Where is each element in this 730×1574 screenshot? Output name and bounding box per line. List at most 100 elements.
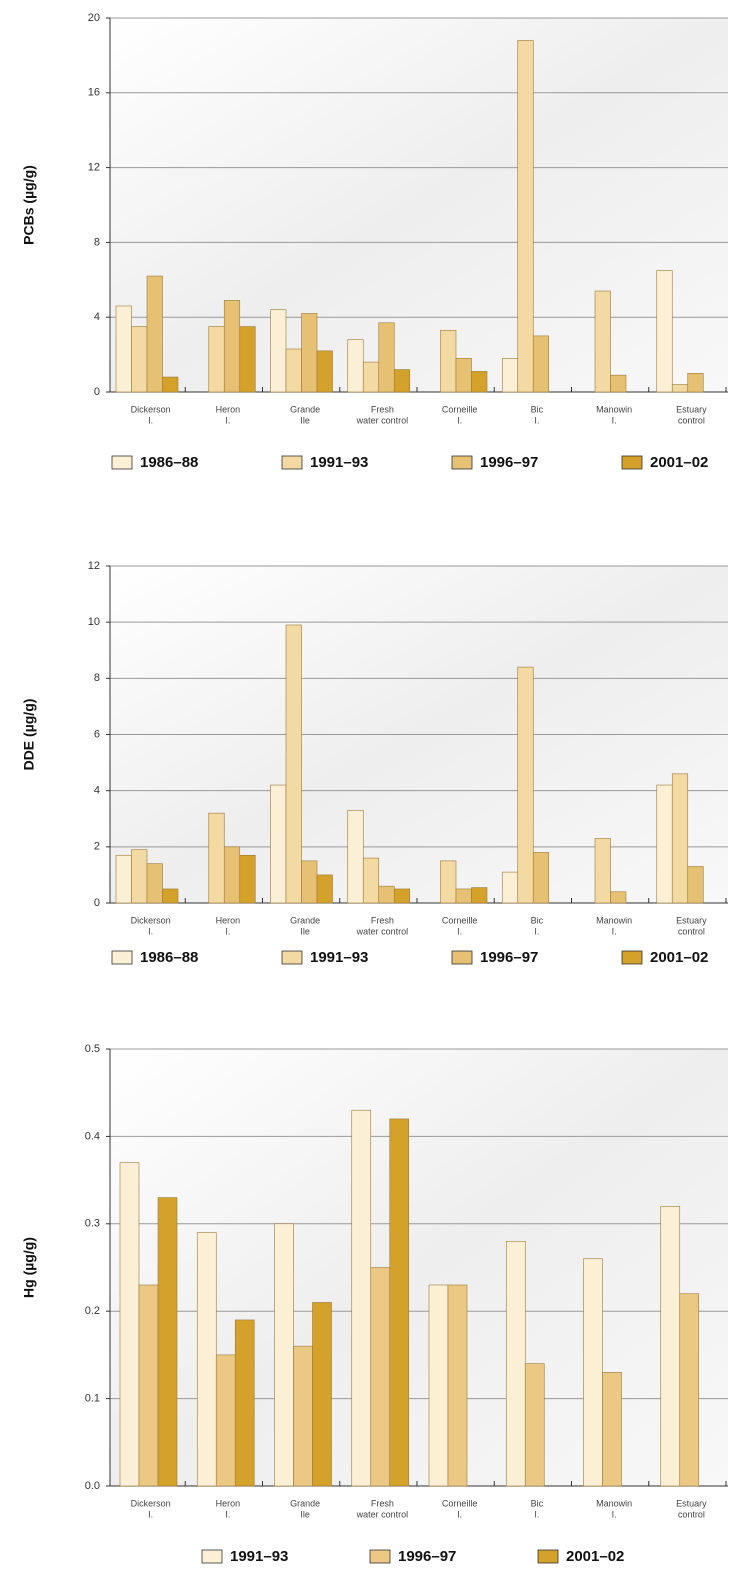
legend-label: 2001–02 [650,454,708,471]
bar [441,330,457,392]
bar [584,1259,603,1486]
x-tick-label: I. [457,926,462,936]
x-tick-label: I. [534,415,539,425]
x-tick-label: Bic [531,404,544,414]
legend-label: 1991–93 [310,454,368,471]
bar [271,310,287,392]
bar [302,861,318,903]
y-tick-label: 0.3 [85,1218,100,1230]
bar [657,785,673,903]
plot-background [110,18,728,392]
x-tick-label: Estuary [676,404,707,414]
y-tick-label: 4 [94,785,100,797]
bar [661,1206,680,1486]
x-tick-label: Corneille [442,915,478,925]
x-tick-label: I. [148,1509,153,1519]
legend-swatch [370,1550,390,1563]
bar [394,370,410,392]
x-tick-label: I. [225,415,230,425]
y-tick-label: 0.5 [85,1043,100,1055]
x-tick-label: Manowin [596,404,632,414]
bar [352,1110,371,1486]
x-tick-label: water control [356,415,409,425]
bar [235,1320,254,1486]
legend-swatch [282,951,302,964]
bar [275,1224,294,1486]
x-tick-label: water control [356,1509,409,1519]
bar [371,1268,390,1487]
x-tick-label: I. [457,1509,462,1519]
y-tick-label: 8 [94,672,100,684]
bar [139,1285,158,1486]
x-tick-label: I. [534,1509,539,1519]
bar [286,625,302,903]
bar [394,889,410,903]
x-tick-label: Dickerson [131,404,171,414]
legend-label: 2001–02 [566,1548,624,1565]
x-tick-label: I. [225,1509,230,1519]
x-tick-label: Heron [216,404,241,414]
bar [688,866,704,903]
x-tick-label: Ile [300,415,310,425]
bar [611,892,627,903]
x-tick-label: Corneille [442,404,478,414]
bar [224,847,240,903]
bar [611,375,627,392]
bar [132,327,148,392]
x-tick-label: Fresh [371,1498,394,1508]
bar [456,358,472,392]
x-tick-label: control [678,1509,705,1519]
bar [120,1163,139,1486]
y-tick-label: 0 [94,386,100,398]
x-tick-label: Bic [531,915,544,925]
bar [595,291,611,392]
x-tick-label: I. [612,1509,617,1519]
y-tick-label: 12 [88,560,100,572]
bar [472,371,488,392]
legend-label: 1986–88 [140,949,198,966]
bar [533,336,549,392]
bar [271,785,287,903]
legend-label: 1996–97 [480,949,538,966]
y-tick-label: 2 [94,841,100,853]
bar [688,373,704,392]
x-tick-label: control [678,415,705,425]
legend-swatch [112,951,132,964]
bar [209,327,225,392]
bar [116,855,132,903]
y-axis-title: DDE (µg/g) [21,699,37,771]
bar [506,1241,525,1486]
x-tick-label: I. [148,415,153,425]
x-tick-label: I. [612,415,617,425]
x-tick-label: Corneille [442,1498,478,1508]
x-tick-label: Dickerson [131,915,171,925]
y-tick-label: 0.0 [85,1480,100,1492]
bar [224,300,240,392]
bar [363,858,379,903]
legend-swatch [452,456,472,469]
bar [294,1346,313,1486]
bar [518,40,534,392]
bar [502,358,518,392]
bar [216,1355,235,1486]
x-tick-label: I. [225,926,230,936]
x-tick-label: Heron [216,1498,241,1508]
x-tick-label: Grande [290,404,320,414]
bar [116,306,132,392]
y-tick-label: 0 [94,897,100,909]
y-tick-label: 4 [94,311,100,323]
bar [472,888,488,903]
bar [379,323,395,392]
x-tick-label: Manowin [596,1498,632,1508]
y-axis-title: Hg (µg/g) [21,1237,37,1298]
bar [240,327,256,392]
y-tick-label: 0.1 [85,1393,100,1405]
y-tick-label: 0.2 [85,1305,100,1317]
bar [348,340,364,392]
bar [163,377,179,392]
bar [240,855,256,903]
y-tick-label: 12 [88,162,100,174]
legend-label: 1996–97 [398,1548,456,1565]
bar [441,861,457,903]
bar [163,889,179,903]
